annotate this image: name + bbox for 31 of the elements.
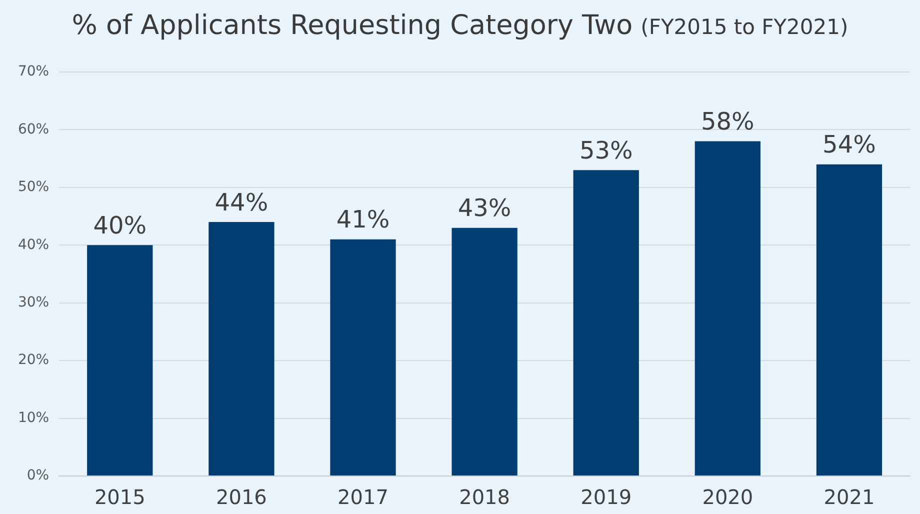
y-tick-label: 70% [18, 64, 50, 80]
y-tick-label: 20% [18, 352, 50, 368]
y-tick-label: 0% [26, 468, 50, 484]
x-tick-label: 2019 [580, 485, 632, 510]
y-tick-label: 50% [18, 179, 50, 196]
data-label: 41% [336, 206, 390, 234]
chart-title: % of Applicants Requesting Category Two [72, 10, 633, 41]
x-tick-label: 2018 [459, 485, 510, 510]
x-tick-label: 2021 [824, 485, 875, 510]
data-label: 44% [214, 188, 268, 216]
x-tick-label: 2015 [94, 485, 146, 510]
bar [452, 228, 518, 476]
y-tick-label: 40% [18, 236, 50, 253]
x-tick-label: 2016 [216, 485, 267, 510]
chart-subtitle: (FY2015 to FY2021) [640, 15, 848, 39]
bar [87, 245, 153, 476]
y-tick-label: 30% [18, 294, 50, 310]
y-tick-label: 10% [18, 410, 50, 426]
data-label: 54% [822, 130, 876, 159]
data-label: 53% [579, 136, 633, 164]
data-label: 58% [700, 107, 754, 136]
bar [573, 170, 639, 476]
x-tick-label: 2020 [702, 485, 754, 510]
bar [694, 141, 760, 476]
data-label: 40% [93, 211, 147, 240]
bar [816, 164, 882, 476]
data-label: 43% [458, 194, 512, 222]
y-tick-label: 60% [18, 121, 50, 138]
x-tick-label: 2017 [338, 485, 388, 510]
bar [330, 239, 396, 476]
bar [208, 222, 274, 476]
